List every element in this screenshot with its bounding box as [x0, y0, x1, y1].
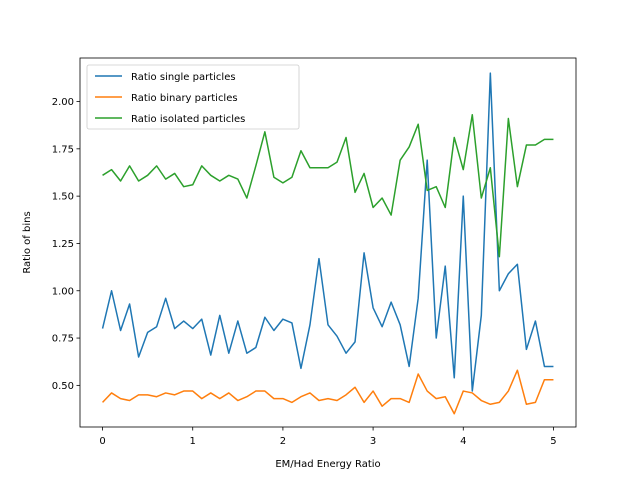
legend-entry: Ratio isolated particles [131, 114, 245, 125]
x-tick-label: 1 [190, 436, 196, 447]
x-axis: 0 1 2 3 4 5 [99, 427, 557, 447]
x-tick-label: 5 [550, 436, 556, 447]
y-tick-label: 0.75 [52, 334, 74, 345]
series-lines [101, 72, 554, 415]
x-tick-label: 0 [99, 436, 105, 447]
legend: Ratio single particles Ratio binary parti… [86, 64, 300, 130]
y-tick-label: 0.50 [52, 381, 74, 392]
y-tick-label: 2.00 [52, 97, 74, 108]
x-tick-label: 3 [370, 436, 376, 447]
y-axis-label: Ratio of bins [22, 211, 33, 273]
legend-entry: Ratio single particles [131, 72, 236, 83]
series-line-2 [102, 114, 554, 258]
y-tick-label: 1.75 [52, 144, 74, 155]
axes-frame [79, 57, 577, 428]
series-line-1 [102, 369, 554, 415]
y-tick-label: 1.50 [52, 192, 74, 203]
x-tick-label: 2 [280, 436, 286, 447]
x-tick-label: 4 [460, 436, 466, 447]
legend-entry: Ratio binary particles [131, 93, 238, 104]
y-tick-label: 1.25 [52, 239, 74, 250]
x-axis-label: EM/Had Energy Ratio [275, 459, 380, 470]
series-line-0 [101, 72, 554, 392]
y-tick-label: 1.00 [52, 286, 74, 297]
legend-box [86, 64, 300, 130]
y-axis: 0.50 0.75 1.00 1.25 1.50 1.75 2.00 [52, 97, 80, 392]
